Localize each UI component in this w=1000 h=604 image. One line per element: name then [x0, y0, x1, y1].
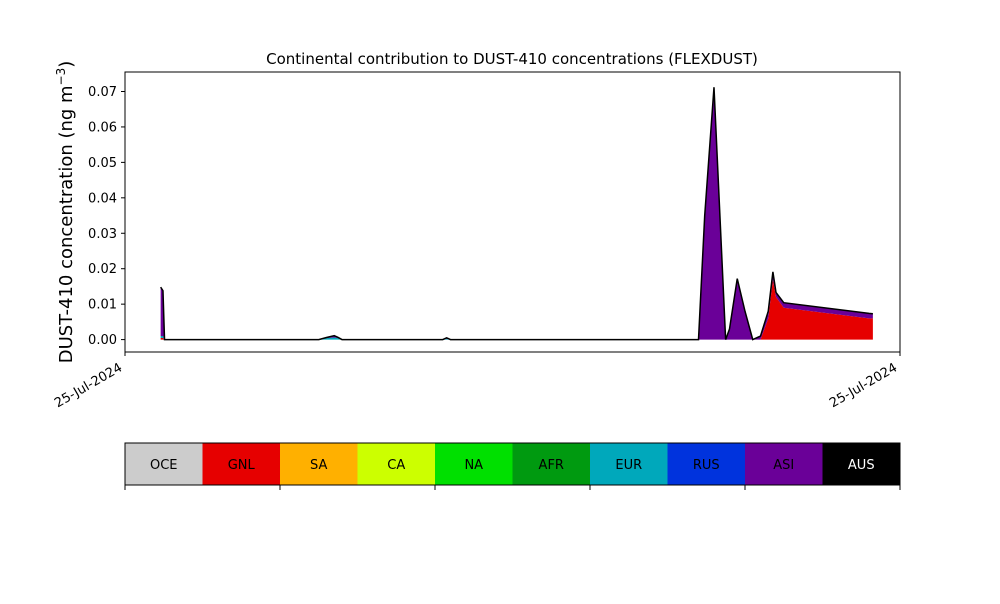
region-colorbar-legend: OCE GNL SA CA NA AFR EUR RUS ASI AUS	[124, 442, 901, 490]
y-tick-label: 0.07	[88, 85, 117, 100]
y-axis-ticks: 0.00 0.01 0.02 0.03 0.04 0.05 0.06 0.07	[88, 85, 125, 348]
legend-label-eur: EUR	[615, 458, 642, 473]
legend-swatch-sa	[280, 443, 358, 485]
legend-swatch-afr	[512, 443, 591, 485]
legend-swatch-na	[435, 443, 513, 485]
legend-label-gnl: GNL	[228, 458, 256, 473]
y-tick-label: 0.05	[88, 156, 117, 171]
y-tick-label: 0.03	[88, 227, 117, 242]
legend-label-ca: CA	[387, 458, 405, 473]
legend-swatch-aus	[822, 443, 901, 485]
legend-swatch-eur	[590, 443, 668, 485]
stacked-areas	[160, 87, 873, 341]
total-outline	[160, 87, 873, 341]
x-tick-label: 25-Jul-2024	[52, 360, 125, 411]
y-axis-label-superscript: −3	[54, 68, 68, 86]
legend-label-asi: ASI	[773, 458, 794, 473]
x-tick-label: 25-Jul-2024	[827, 360, 900, 411]
legend-label-na: NA	[464, 458, 483, 473]
legend-swatch-gnl	[202, 443, 281, 485]
legend-swatch-asi	[745, 443, 823, 485]
y-axis-label-main: DUST-410 concentration (ng m	[56, 85, 77, 363]
y-tick-label: 0.06	[88, 120, 117, 135]
y-tick-label: 0.02	[88, 262, 117, 277]
legend-swatch-ca	[357, 443, 436, 485]
legend-label-afr: AFR	[539, 458, 564, 473]
legend-label-oce: OCE	[150, 458, 178, 473]
y-axis-label: DUST-410 concentration (ng m−3)	[54, 61, 77, 364]
legend-label-rus: RUS	[693, 458, 720, 473]
y-tick-label: 0.00	[88, 333, 117, 348]
area-gnl	[160, 279, 873, 340]
legend-swatch-oce	[125, 443, 203, 485]
legend-label-aus: AUS	[848, 458, 875, 473]
legend-frame	[124, 442, 901, 486]
legend-swatch-rus	[667, 443, 746, 485]
x-axis-ticks: 25-Jul-2024 25-Jul-2024	[52, 352, 901, 411]
chart-title: Continental contribution to DUST-410 con…	[266, 50, 758, 68]
legend-label-sa: SA	[310, 458, 327, 473]
plot-frame	[124, 71, 901, 353]
y-tick-label: 0.04	[88, 191, 117, 206]
y-tick-label: 0.01	[88, 298, 117, 313]
y-axis-label-close: )	[56, 61, 77, 68]
area-asi	[160, 87, 873, 340]
